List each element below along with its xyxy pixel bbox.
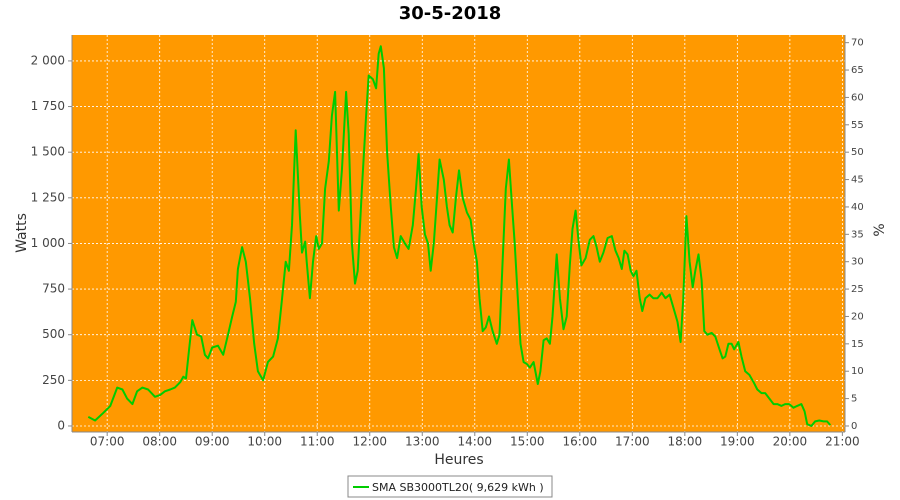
x-tick-label: 19:00 xyxy=(720,435,755,449)
y2-tick-label: 15 xyxy=(851,339,864,350)
y2-tick-label: 0 xyxy=(851,421,857,432)
x-tick-label: 11:00 xyxy=(300,435,335,449)
x-tick-label: 21:00 xyxy=(825,435,860,449)
y2-tick-label: 55 xyxy=(851,120,864,131)
y2-tick-label: 70 xyxy=(851,38,864,49)
y2-tick-label: 45 xyxy=(851,175,864,186)
y2-tick-label: 40 xyxy=(851,202,864,213)
x-tick-label: 18:00 xyxy=(668,435,703,449)
chart-title: 30-5-2018 xyxy=(399,3,502,24)
y-tick-label: 750 xyxy=(42,282,65,296)
y2-tick-label: 30 xyxy=(851,257,864,268)
x-tick-label: 09:00 xyxy=(195,435,230,449)
y2-tick-label: 65 xyxy=(851,65,864,76)
y2-tick-label: 60 xyxy=(851,92,864,103)
x-tick-label: 15:00 xyxy=(510,435,545,449)
data-line xyxy=(87,45,832,427)
x-tick-label: 17:00 xyxy=(615,435,650,449)
y-tick-label: 250 xyxy=(42,373,65,387)
y-axis-label: Watts xyxy=(14,213,30,253)
x-tick-label: 10:00 xyxy=(247,435,282,449)
legend-label: SMA SB3000TL20( 9,629 kWh ) xyxy=(372,481,544,494)
y-tick-label: 2 000 xyxy=(31,53,65,67)
plot-area xyxy=(72,35,845,432)
y2-tick-label: 25 xyxy=(851,284,864,295)
y2-tick-label: 50 xyxy=(851,147,864,158)
x-axis-label: Heures xyxy=(434,452,483,468)
y2-axis-label: % xyxy=(872,223,888,236)
x-tick-label: 13:00 xyxy=(405,435,440,449)
x-tick-label: 08:00 xyxy=(142,435,177,449)
y-tick-label: 1 000 xyxy=(31,236,65,250)
y-tick-label: 500 xyxy=(42,327,65,341)
x-tick-label: 14:00 xyxy=(457,435,492,449)
y2-tick-label: 5 xyxy=(851,394,857,405)
x-tick-label: 16:00 xyxy=(563,435,598,449)
x-tick-label: 20:00 xyxy=(773,435,808,449)
legend-box xyxy=(347,475,553,498)
x-tick-label: 07:00 xyxy=(90,435,125,449)
y2-tick-label: 35 xyxy=(851,229,864,240)
y2-tick-label: 10 xyxy=(851,366,864,377)
y2-tick-label: 20 xyxy=(851,311,864,322)
y-tick-label: 0 xyxy=(57,418,65,432)
y-tick-label: 1 500 xyxy=(31,145,65,159)
x-tick-label: 12:00 xyxy=(352,435,387,449)
y-tick-label: 1 750 xyxy=(31,99,65,113)
y-tick-label: 1 250 xyxy=(31,190,65,204)
